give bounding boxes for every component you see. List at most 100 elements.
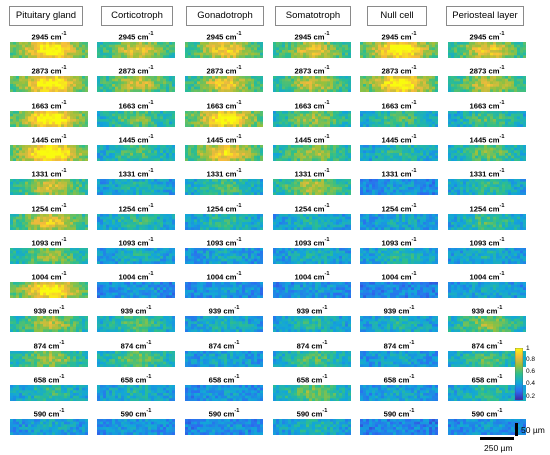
map-pixel: [124, 147, 128, 151]
map-pixel: [345, 150, 349, 154]
map-pixel: [154, 44, 158, 48]
map-pixel: [348, 86, 351, 90]
map-pixel: [279, 123, 283, 127]
map-pixel: [306, 121, 310, 125]
map-pixel: [276, 110, 280, 114]
map-pixel: [342, 192, 346, 196]
map-pixel: [200, 78, 204, 82]
wavenumber-unit: cm: [137, 32, 149, 42]
map-pixel: [154, 42, 158, 45]
map-pixel: [508, 150, 512, 154]
map-pixel: [70, 110, 74, 114]
map-pixel: [139, 84, 143, 88]
map-pixel: [321, 158, 325, 161]
map-pixel: [109, 181, 113, 185]
map-pixel: [124, 76, 128, 80]
map-pixel: [429, 52, 433, 56]
map-pixel: [514, 52, 518, 56]
map-pixel: [130, 189, 134, 193]
map-pixel: [273, 189, 277, 193]
map-pixel: [191, 189, 195, 193]
map-pixel: [481, 179, 485, 183]
map-pixel: [372, 179, 376, 183]
map-pixel: [402, 52, 406, 56]
map-pixel: [221, 152, 225, 156]
map-pixel: [106, 55, 110, 58]
map-pixel: [339, 179, 343, 183]
map-pixel: [19, 152, 23, 156]
map-pixel: [70, 221, 74, 225]
map-pixel: [55, 113, 59, 117]
map-pixel: [233, 55, 237, 58]
map-pixel: [67, 55, 71, 58]
map-pixel: [487, 86, 491, 90]
raman-map-panel: [448, 42, 526, 58]
map-pixel: [378, 123, 382, 127]
map-pixel: [490, 158, 494, 161]
map-pixel: [148, 76, 152, 80]
map-pixel: [511, 121, 515, 125]
map-pixel: [245, 113, 249, 117]
map-pixel: [46, 150, 50, 154]
map-pixel: [324, 123, 328, 127]
map-pixel: [160, 147, 164, 151]
map-pixel: [197, 121, 201, 125]
map-pixel: [378, 76, 382, 80]
map-pixel: [100, 47, 104, 51]
map-pixel: [85, 84, 88, 88]
map-pixel: [505, 42, 509, 45]
map-pixel: [106, 184, 110, 188]
map-pixel: [375, 42, 379, 45]
map-pixel: [130, 78, 134, 82]
map-pixel: [172, 113, 175, 117]
map-pixel: [312, 84, 316, 88]
map-pixel: [43, 226, 47, 230]
map-pixel: [124, 52, 128, 56]
map-pixel: [40, 84, 44, 88]
map-pixel: [139, 52, 143, 56]
map-pixel: [251, 86, 255, 90]
map-pixel: [348, 113, 351, 117]
map-pixel: [288, 192, 292, 196]
map-pixel: [188, 84, 192, 88]
map-pixel: [282, 47, 286, 51]
map-pixel: [327, 179, 331, 183]
map-pixel: [315, 50, 319, 53]
map-pixel: [43, 42, 47, 45]
map-pixel: [288, 179, 292, 183]
map-pixel: [330, 42, 334, 45]
map-pixel: [315, 189, 319, 193]
map-pixel: [16, 187, 20, 191]
map-pixel: [46, 121, 50, 125]
map-pixel: [390, 181, 394, 185]
map-pixel: [372, 187, 376, 191]
map-pixel: [460, 76, 464, 80]
map-pixel: [19, 55, 23, 58]
map-pixel: [233, 110, 237, 114]
map-pixel: [460, 86, 464, 90]
map-pixel: [97, 89, 101, 93]
map-pixel: [188, 55, 192, 58]
map-pixel: [22, 147, 26, 151]
map-pixel: [154, 115, 158, 119]
map-pixel: [28, 218, 32, 222]
map-pixel: [172, 47, 175, 51]
map-pixel: [142, 147, 146, 151]
map-pixel: [82, 110, 86, 114]
map-pixel: [508, 81, 512, 85]
raman-map-panel: [185, 179, 263, 196]
map-pixel: [70, 158, 74, 161]
wavenumber-value: 1663: [206, 101, 224, 111]
map-pixel: [22, 81, 26, 85]
map-pixel: [13, 213, 17, 217]
map-pixel: [481, 181, 485, 185]
map-pixel: [221, 89, 225, 93]
map-pixel: [163, 123, 167, 127]
map-pixel: [37, 113, 41, 117]
map-pixel: [139, 192, 143, 196]
map-pixel: [345, 123, 349, 127]
map-pixel: [348, 110, 351, 114]
map-pixel: [10, 113, 14, 117]
map-pixel: [309, 44, 313, 48]
map-pixel: [34, 155, 38, 159]
